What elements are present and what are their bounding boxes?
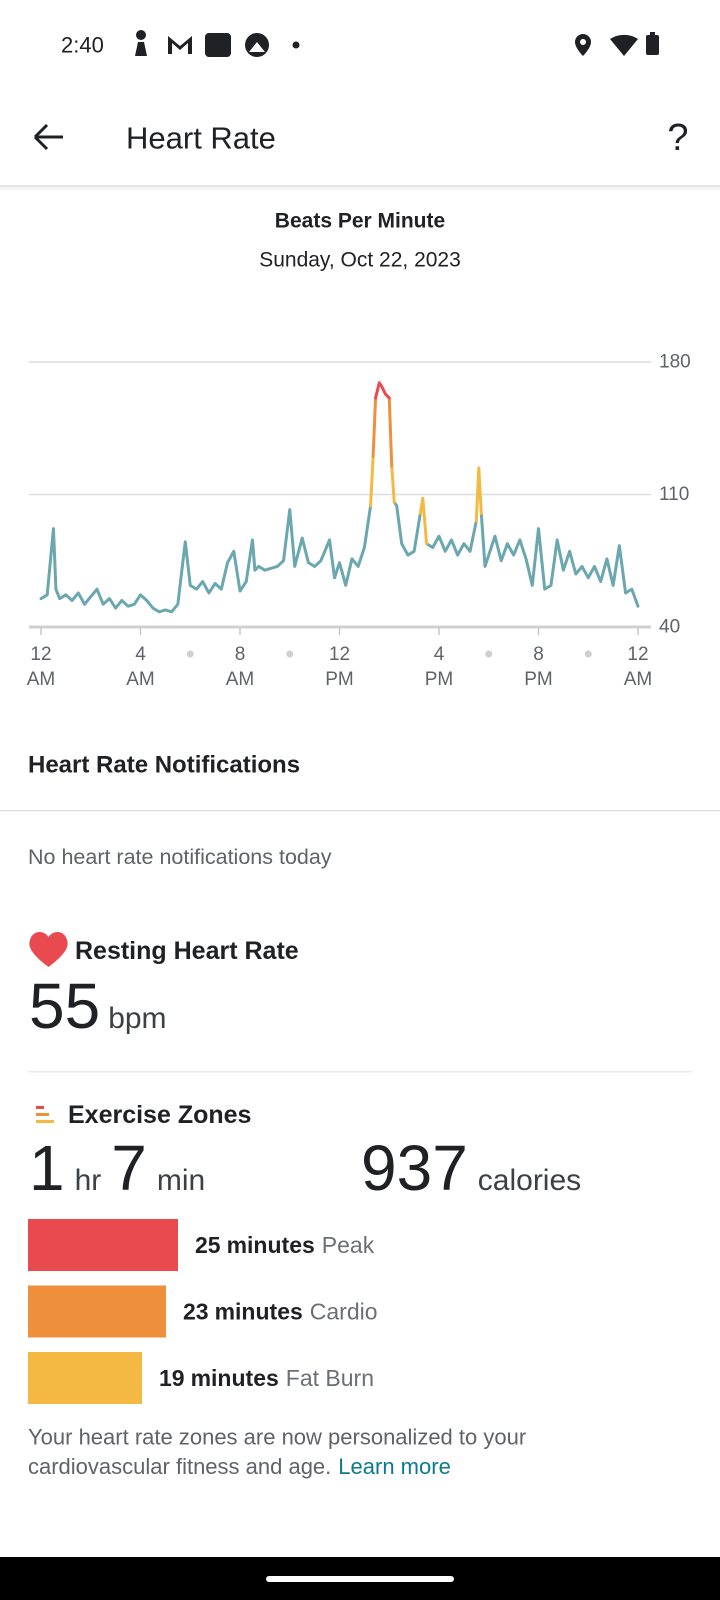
heart-rate-line — [374, 381, 391, 400]
zones-icon-bar — [36, 1113, 49, 1116]
x-tick-label-line: 4 — [434, 644, 445, 665]
zone-name: Peak — [322, 1232, 375, 1258]
calories-unit: calories — [478, 1164, 581, 1197]
zone-name: Fat Burn — [286, 1365, 374, 1391]
zone-unit: minutes — [227, 1232, 315, 1258]
status-bar: 2:40 — [61, 30, 659, 58]
divider — [28, 1071, 692, 1073]
y-tick-label: 110 — [659, 484, 689, 505]
x-tick-label-line: AM — [27, 669, 56, 690]
zone-minutes: 25 — [195, 1232, 221, 1258]
section-title: Resting Heart Rate — [75, 937, 299, 965]
x-tick-label-line: 12 — [30, 644, 51, 665]
zone-bar — [28, 1352, 142, 1404]
zone-minutes: 23 — [183, 1299, 209, 1325]
learn-more-link[interactable]: Learn more — [338, 1454, 451, 1479]
x-tick-label: 4 AM — [126, 644, 155, 690]
x-tick-label-line: PM — [325, 669, 354, 690]
heart-rate-line — [369, 455, 483, 546]
exercise-calories: 937 calories — [361, 1132, 581, 1204]
minor-tick-dot — [485, 650, 493, 658]
zone-unit: minutes — [215, 1299, 303, 1325]
zone-label: 23 minutes Cardio — [183, 1299, 378, 1325]
home-handle[interactable] — [266, 1576, 454, 1582]
app-title: Heart Rate — [126, 121, 276, 156]
zone-label: 25 minutes Peak — [195, 1232, 375, 1258]
x-tick-label-line: AM — [126, 669, 155, 690]
zone-label: 19 minutes Fat Burn — [159, 1365, 374, 1391]
hours-unit: hr — [75, 1164, 102, 1197]
x-tick-label-line: PM — [524, 669, 553, 690]
app-bar-divider — [0, 185, 720, 187]
status-icon — [575, 34, 591, 56]
help-button[interactable]: ? — [667, 117, 688, 159]
x-tick-label: 4 PM — [425, 644, 454, 690]
divider — [0, 810, 720, 812]
duration-hours: 1 — [29, 1132, 65, 1204]
zones-note-line: cardiovascular fitness and age. — [28, 1454, 331, 1479]
heart-rate-chart: Beats Per Minute Sunday, Oct 22, 2023 40… — [27, 210, 691, 690]
x-tick-label: 8 PM — [524, 644, 553, 690]
chart-title: Beats Per Minute — [275, 210, 445, 233]
status-icon — [168, 36, 192, 54]
notifications-empty: No heart rate notifications today — [28, 845, 332, 869]
section-title: Exercise Zones — [68, 1101, 251, 1129]
duration-minutes: 7 — [111, 1132, 147, 1204]
resting-unit: bpm — [108, 1002, 166, 1035]
status-icon — [135, 30, 147, 56]
status-time: 2:40 — [61, 33, 104, 58]
zone-bar — [28, 1285, 166, 1338]
x-tick-label-line: PM — [425, 669, 454, 690]
x-tick-label: 12 AM — [27, 644, 56, 690]
status-icon — [292, 41, 300, 49]
zones-note: Your heart rate zones are now personaliz… — [28, 1425, 526, 1450]
heart-rate-line — [371, 396, 394, 468]
x-tick-label: 8 AM — [226, 644, 255, 690]
zone-bar — [28, 1219, 178, 1271]
section-title: Heart Rate Notifications — [28, 752, 300, 779]
x-tick-label: 12 PM — [325, 644, 354, 690]
minor-tick-dot — [584, 650, 592, 658]
status-icon — [650, 32, 655, 36]
app-bar-shadow — [0, 187, 720, 190]
minutes-unit: min — [157, 1164, 205, 1197]
y-tick-label: 40 — [659, 617, 680, 638]
calories-number: 937 — [361, 1132, 468, 1204]
x-tick-label-line: AM — [624, 669, 653, 690]
zone-minutes: 19 — [159, 1365, 185, 1391]
x-tick-label-line: AM — [226, 669, 255, 690]
resting-value: 55 bpm — [29, 970, 167, 1042]
zones-icon-bar — [36, 1106, 44, 1109]
heart-icon — [29, 931, 68, 967]
minor-tick-dot — [286, 650, 294, 658]
app-bar: Heart Rate ? — [33, 117, 689, 159]
zones-icon-bar — [36, 1120, 54, 1123]
status-icon — [205, 33, 231, 57]
zone-name: Cardio — [310, 1299, 378, 1325]
exercise-duration: 1 hr 7 min — [29, 1132, 205, 1204]
zones-note: cardiovascular fitness and age. Learn mor… — [28, 1454, 451, 1479]
y-tick-label: 180 — [659, 352, 691, 373]
minor-tick-dot — [186, 650, 194, 658]
resting-number: 55 — [29, 970, 100, 1042]
heart-rate-line — [39, 500, 640, 614]
x-tick-label-line: 8 — [235, 644, 246, 665]
x-tick-label-line: 12 — [329, 644, 350, 665]
x-tick-label: 12 AM — [624, 644, 653, 690]
x-tick-label-line: 8 — [533, 644, 544, 665]
status-icon — [646, 35, 659, 55]
status-icon — [610, 34, 638, 56]
zone-unit: minutes — [191, 1365, 279, 1391]
x-tick-label-line: 4 — [135, 644, 146, 665]
back-button[interactable] — [33, 123, 63, 151]
zones-icon — [36, 1106, 54, 1123]
status-icon — [249, 42, 265, 52]
x-tick-label-line: 12 — [627, 644, 648, 665]
chart-subtitle: Sunday, Oct 22, 2023 — [259, 249, 461, 272]
